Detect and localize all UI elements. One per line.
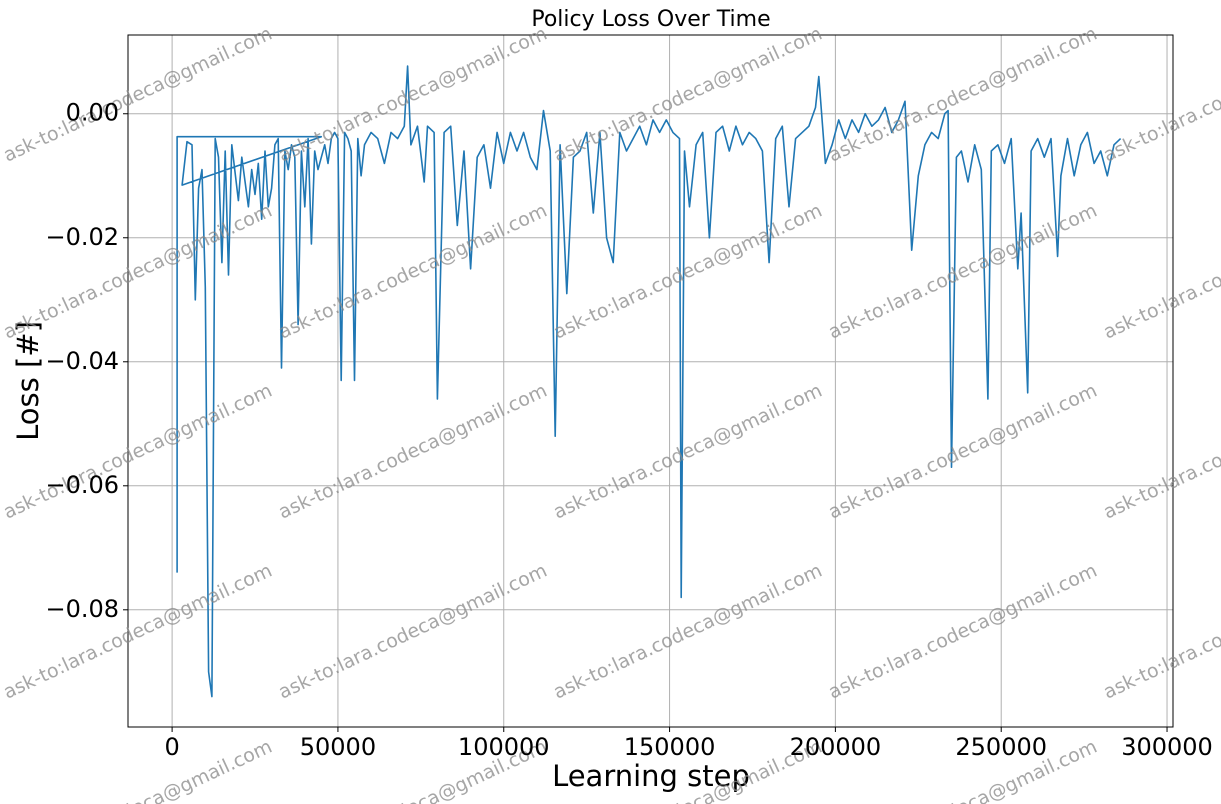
watermark: ask-to:lara.codeca@gmail.com — [825, 380, 1100, 524]
x-tick-label: 250000 — [955, 733, 1047, 761]
x-tick-label: 50000 — [300, 733, 376, 761]
plot-area — [128, 35, 1173, 727]
watermark: ask-to:lara.codeca@gmail.com — [825, 23, 1100, 167]
watermark: ask-to:lara.codeca@gmail.com — [825, 560, 1100, 704]
watermark: ask-to:lara.codeca@gmail.com — [275, 200, 550, 344]
y-axis-label: Loss [#] — [11, 321, 45, 441]
y-tick-label: −0.08 — [45, 595, 119, 623]
axes-frame — [127, 34, 1174, 728]
y-tick-label: 0.00 — [66, 99, 119, 127]
watermark: ask-to:lara.codeca@gmail.com — [0, 200, 275, 344]
watermark: ask-to:lara.codeca@gmail.com — [550, 200, 825, 344]
watermark: ask-to:lara.codeca@gmail.com — [550, 560, 825, 704]
watermark: ask-to:lara.codeca@gmail.com — [1100, 560, 1221, 704]
x-tick-label: 100000 — [458, 733, 550, 761]
watermark: ask-to:lara.codeca@gmail.com — [275, 560, 550, 704]
watermark: ask-to:lara.codeca@gmail.com — [825, 200, 1100, 344]
watermark: ask-to:lara.codeca@gmail.com — [550, 380, 825, 524]
x-axis-label: Learning step — [552, 759, 750, 793]
watermark: ask-to:lara.codeca@gmail.com — [1100, 200, 1221, 344]
x-tick-label: 200000 — [790, 733, 882, 761]
watermark: ask-to:lara.codeca@gmail.com — [0, 736, 275, 804]
x-tick-label: 300000 — [1121, 733, 1213, 761]
watermark: ask-to:lara.codeca@gmail.com — [0, 560, 275, 704]
x-tick-label: 150000 — [624, 733, 716, 761]
watermark: ask-to:lara.codeca@gmail.com — [275, 380, 550, 524]
y-tick-label: −0.02 — [45, 223, 119, 251]
chart-title: Policy Loss Over Time — [531, 7, 770, 32]
x-tick-label: 0 — [164, 733, 179, 761]
y-tick-label: −0.06 — [45, 471, 119, 499]
watermark: ask-to:lara.codeca@gmail.com — [275, 23, 550, 167]
data-line — [176, 65, 1122, 698]
y-tick-label: −0.04 — [45, 347, 119, 375]
watermark: ask-to:lara.codeca@gmail.com — [1100, 380, 1221, 524]
watermark: ask-to:lara.codeca@gmail.com — [1100, 23, 1221, 167]
watermark: ask-to:lara.codeca@gmail.com — [0, 23, 275, 167]
